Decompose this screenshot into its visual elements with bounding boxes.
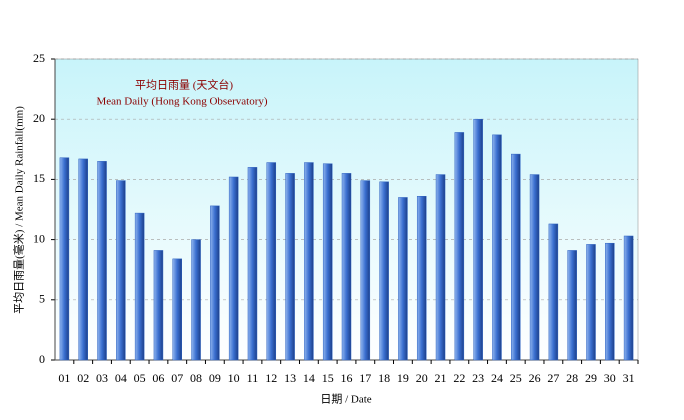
x-tick-label: 26 bbox=[529, 371, 541, 385]
x-tick-label: 12 bbox=[265, 371, 277, 385]
x-tick-label: 05 bbox=[134, 371, 146, 385]
bar bbox=[153, 250, 164, 361]
bar bbox=[59, 157, 70, 361]
bar bbox=[228, 176, 239, 361]
bar bbox=[586, 244, 596, 361]
y-tick-label: 20 bbox=[33, 111, 45, 125]
bar bbox=[360, 180, 371, 361]
chart-subtitle: Mean Daily (Hong Kong Observatory) bbox=[96, 96, 267, 108]
bar bbox=[623, 235, 634, 361]
x-tick-label: 06 bbox=[152, 371, 164, 385]
bar bbox=[605, 242, 615, 361]
x-tick-label: 08 bbox=[190, 371, 202, 385]
bar bbox=[116, 180, 126, 361]
bar bbox=[78, 158, 88, 361]
x-tick-label: 22 bbox=[453, 371, 465, 385]
y-tick-label: 5 bbox=[39, 292, 45, 306]
x-tick-label: 01 bbox=[58, 371, 70, 385]
bar bbox=[548, 223, 559, 361]
x-tick-label: 16 bbox=[341, 371, 353, 385]
x-tick-label: 11 bbox=[247, 371, 259, 385]
x-tick-label: 10 bbox=[228, 371, 240, 385]
bar bbox=[210, 205, 220, 361]
x-tick-label: 14 bbox=[303, 371, 315, 385]
bar bbox=[529, 174, 540, 361]
x-tick-label: 03 bbox=[96, 371, 108, 385]
x-tick-label: 27 bbox=[547, 371, 559, 385]
x-tick-label: 18 bbox=[378, 371, 390, 385]
bar bbox=[266, 162, 277, 361]
x-tick-label: 19 bbox=[397, 371, 409, 385]
bar bbox=[511, 153, 521, 361]
x-tick-label: 09 bbox=[209, 371, 221, 385]
bar bbox=[285, 173, 295, 361]
bar bbox=[454, 132, 465, 361]
bar bbox=[473, 118, 483, 361]
y-tick-label: 10 bbox=[33, 231, 45, 245]
bar bbox=[97, 161, 107, 361]
x-tick-label: 30 bbox=[604, 371, 616, 385]
x-tick-label: 21 bbox=[435, 371, 447, 385]
bar bbox=[172, 258, 182, 361]
bar bbox=[492, 134, 502, 361]
bar bbox=[247, 167, 258, 361]
x-tick-label: 07 bbox=[171, 371, 183, 385]
bar bbox=[134, 212, 145, 361]
bar bbox=[435, 174, 446, 361]
y-tick-label: 15 bbox=[33, 171, 45, 185]
x-tick-label: 29 bbox=[585, 371, 597, 385]
x-tick-label: 04 bbox=[115, 371, 127, 385]
x-tick-label: 17 bbox=[359, 371, 371, 385]
x-tick-label: 31 bbox=[623, 371, 635, 385]
bar bbox=[398, 197, 408, 361]
x-tick-label: 28 bbox=[566, 371, 578, 385]
x-tick-label: 02 bbox=[77, 371, 89, 385]
bar bbox=[304, 162, 314, 361]
x-tick-label: 25 bbox=[510, 371, 522, 385]
bar bbox=[416, 196, 427, 361]
y-tick-label: 0 bbox=[39, 352, 45, 366]
y-axis-label: 平均日雨量(毫米) / Mean Daily Rainfall(mm) bbox=[12, 106, 26, 314]
bar bbox=[379, 181, 389, 361]
y-tick-label: 25 bbox=[33, 51, 45, 65]
x-tick-label: 24 bbox=[491, 371, 503, 385]
bar bbox=[567, 250, 577, 361]
bar bbox=[341, 173, 352, 361]
x-axis-label: 日期 / Date bbox=[320, 393, 371, 406]
bar bbox=[191, 239, 201, 361]
x-tick-label: 13 bbox=[284, 371, 296, 385]
x-tick-label: 23 bbox=[472, 371, 484, 385]
x-tick-label: 20 bbox=[416, 371, 428, 385]
bar bbox=[322, 163, 333, 361]
x-tick-label: 15 bbox=[322, 371, 334, 385]
chart-title: 平均日雨量 (天文台) bbox=[135, 78, 233, 92]
